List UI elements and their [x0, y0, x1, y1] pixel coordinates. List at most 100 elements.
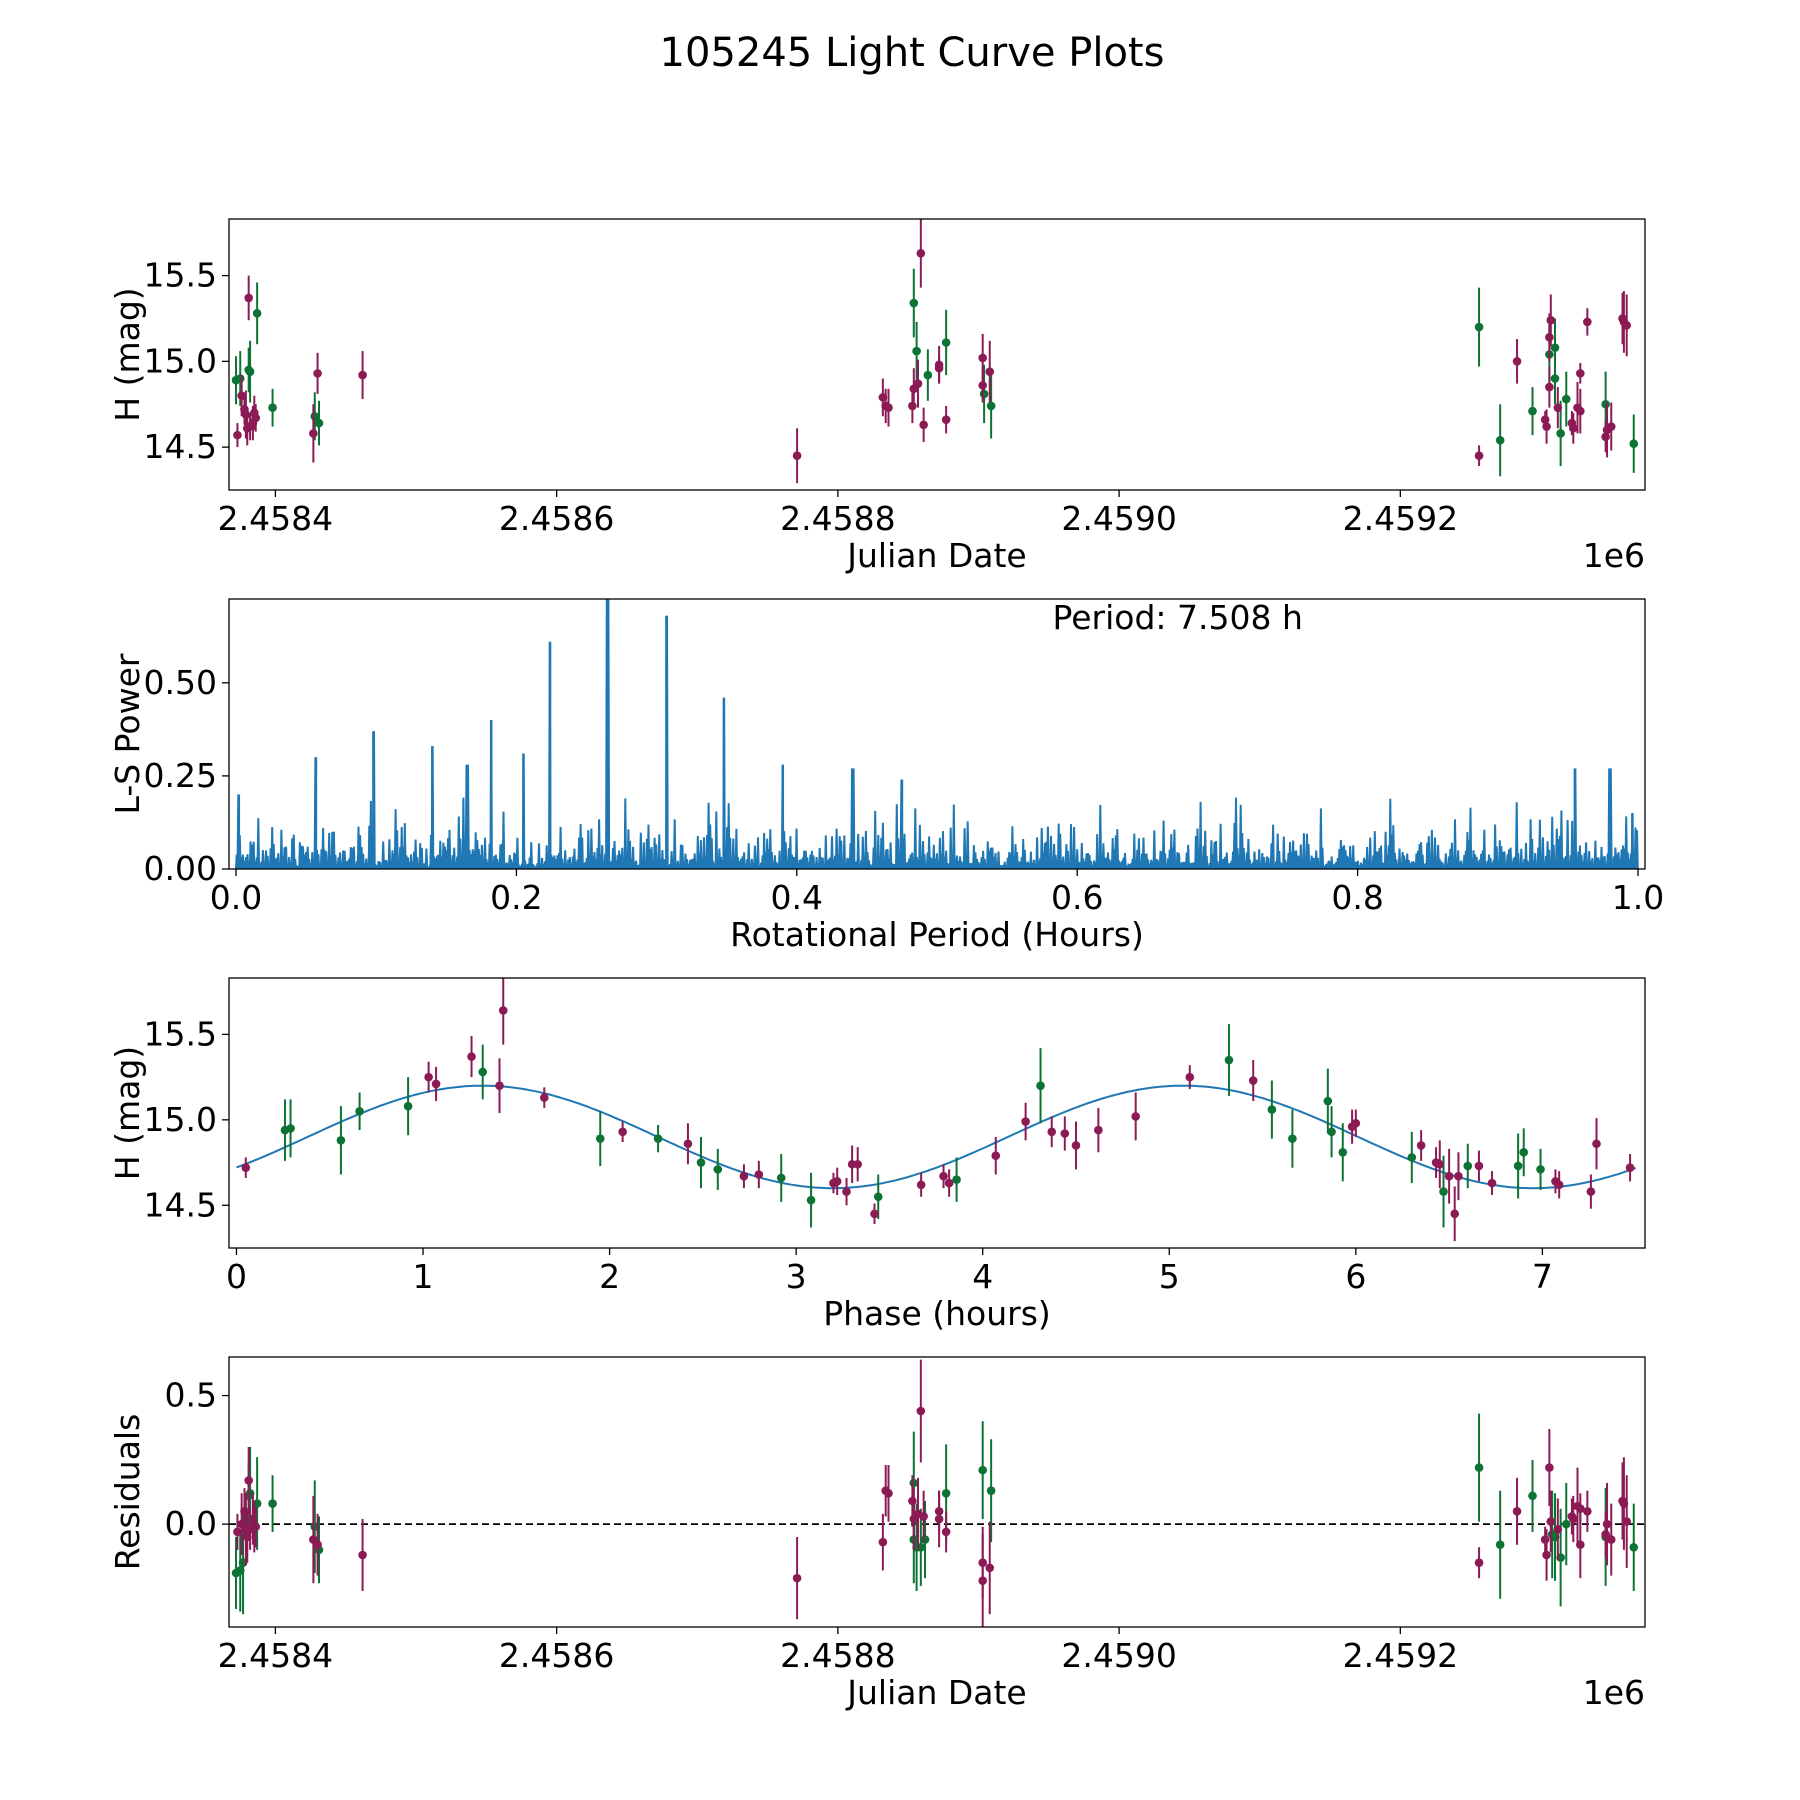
data-point	[251, 413, 261, 423]
y-tick-label: 0.25	[144, 756, 217, 795]
data-point	[1550, 374, 1560, 383]
data-point	[1550, 343, 1560, 352]
x-tick-label: 1.0	[1612, 878, 1664, 917]
y-axis-label: H (mag)	[108, 1046, 147, 1180]
model-curve	[236, 1084, 1637, 1190]
data-point	[923, 370, 933, 380]
axes-frame	[228, 1356, 1646, 1628]
data-point	[498, 1006, 508, 1015]
data-point	[244, 1476, 253, 1485]
data-point	[978, 1465, 988, 1475]
data-point	[1592, 1139, 1601, 1149]
data-point	[1540, 1535, 1550, 1544]
x-tick-label: 4	[972, 1257, 993, 1296]
data-point	[1512, 1506, 1522, 1516]
data-point	[1629, 1542, 1639, 1552]
data-point	[978, 381, 988, 390]
data-point	[1554, 1180, 1564, 1190]
x-tick-label: 2.4590	[1061, 1636, 1176, 1675]
data-point	[985, 1563, 995, 1573]
data-point	[1351, 1118, 1361, 1128]
x-axis-label: Julian Date	[845, 536, 1027, 575]
plot-area	[231, 219, 1639, 484]
data-point	[1601, 399, 1610, 409]
data-point	[241, 1163, 251, 1172]
x-tick-label: 0.2	[490, 878, 542, 917]
data-point	[1519, 1148, 1529, 1157]
data-point	[1463, 1161, 1473, 1171]
data-point	[941, 338, 951, 347]
x-tick-label: 6	[1345, 1257, 1366, 1296]
x-tick-label: 0.0	[210, 878, 262, 917]
data-point	[853, 1159, 863, 1169]
data-point	[944, 1178, 954, 1188]
data-point	[939, 1171, 948, 1181]
data-point	[832, 1177, 842, 1186]
data-point	[1185, 1072, 1195, 1082]
data-point	[1568, 423, 1578, 433]
plot-area	[236, 978, 1637, 1242]
data-point	[1094, 1125, 1103, 1135]
data-point	[1444, 1171, 1454, 1181]
data-point	[1248, 1076, 1258, 1085]
data-point	[908, 1496, 917, 1506]
data-point	[739, 1171, 749, 1181]
x-axis-label: Rotational Period (Hours)	[730, 915, 1144, 954]
data-point	[336, 1136, 346, 1145]
data-point	[909, 1478, 919, 1488]
data-point	[539, 1093, 549, 1102]
data-point	[1495, 1540, 1505, 1550]
data-point	[941, 1488, 951, 1498]
data-point	[1576, 1504, 1585, 1514]
data-point	[1450, 1209, 1460, 1219]
data-point	[792, 451, 802, 460]
x-tick-label: 2.4584	[218, 1636, 333, 1675]
data-point	[878, 1537, 888, 1547]
x-tick-label: 0.8	[1331, 878, 1383, 917]
x-tick-label: 0.6	[1051, 878, 1103, 917]
data-point	[916, 249, 926, 258]
y-tick-label: 15.0	[144, 341, 217, 380]
data-point	[1131, 1112, 1140, 1121]
y-axis-label: L-S Power	[108, 653, 147, 814]
y-tick-label: 0.0	[165, 1504, 217, 1543]
x-tick-label: 2.4588	[780, 499, 895, 538]
data-point	[1545, 382, 1554, 392]
data-point	[1474, 322, 1484, 332]
data-point	[1487, 1178, 1497, 1188]
data-point	[916, 1406, 926, 1416]
data-point	[985, 367, 995, 376]
axes-frame	[228, 598, 1646, 870]
panel-4: 2.4584 2.4586 2.4588 2.4590 2.4592 0.0 0.5 Juli…	[108, 1356, 1646, 1712]
data-point	[1528, 406, 1537, 416]
data-point	[1546, 1517, 1556, 1526]
y-tick-label: 15.0	[144, 1100, 217, 1139]
data-point	[1583, 1506, 1592, 1516]
data-point	[884, 1488, 893, 1498]
data-point	[1556, 429, 1565, 438]
data-point	[1542, 422, 1551, 431]
data-point	[1629, 439, 1639, 448]
data-point	[1583, 317, 1592, 327]
data-point	[1288, 1134, 1297, 1143]
y-tick-label: 0.00	[144, 849, 217, 888]
data-point	[884, 403, 893, 412]
data-point	[233, 430, 242, 440]
panel-1: 2.4584 2.4586 2.4588 2.4590 2.4592 14.5 15.0 15…	[108, 218, 1646, 575]
data-point	[916, 1180, 926, 1190]
data-point	[252, 309, 262, 318]
data-point	[1576, 406, 1585, 416]
axes-frame	[228, 977, 1646, 1249]
data-point	[1454, 1171, 1463, 1181]
data-point	[244, 293, 253, 303]
data-point	[355, 1106, 364, 1116]
data-point	[478, 1067, 488, 1077]
data-point	[978, 353, 988, 363]
data-point	[1060, 1129, 1070, 1138]
data-point	[1606, 422, 1616, 431]
data-point	[1545, 1463, 1554, 1472]
data-point	[495, 1081, 504, 1090]
data-point	[309, 429, 318, 438]
